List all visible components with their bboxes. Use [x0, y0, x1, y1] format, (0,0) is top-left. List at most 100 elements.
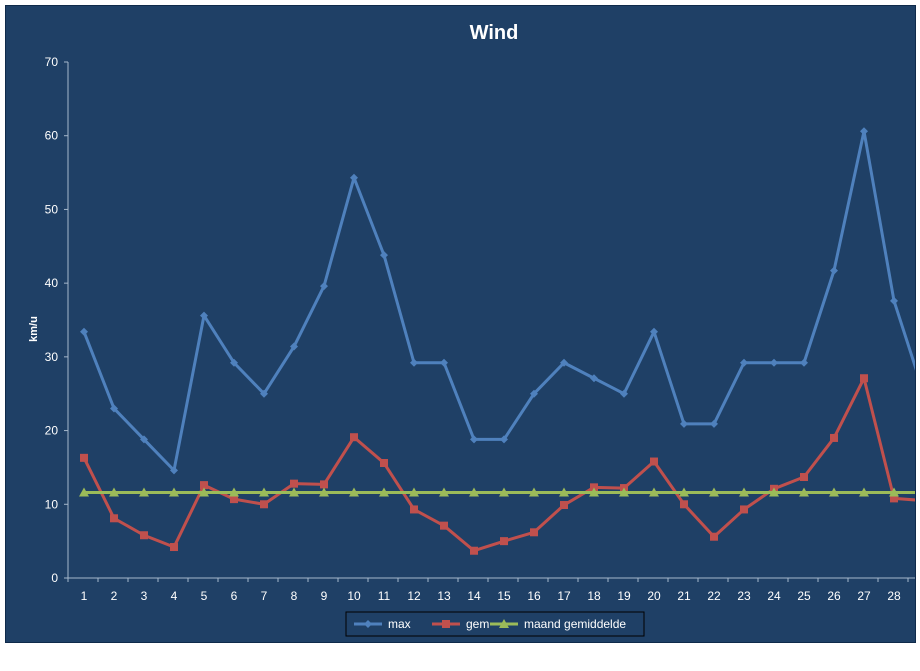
data-point: [470, 435, 478, 444]
series-max: [80, 127, 915, 475]
y-tick-label: 60: [45, 129, 59, 143]
data-point: [410, 358, 418, 367]
data-point: [350, 173, 358, 182]
series-layer: [79, 127, 915, 555]
data-point: [439, 487, 449, 497]
data-point: [799, 487, 809, 497]
data-point: [829, 487, 839, 497]
data-point: [139, 487, 149, 497]
data-point: [290, 342, 298, 351]
data-point: [589, 487, 599, 497]
data-point: [650, 457, 658, 466]
data-point: [590, 374, 598, 383]
x-tick-label: 18: [587, 589, 601, 603]
data-point: [620, 389, 628, 398]
x-tick-label: 24: [767, 589, 781, 603]
data-point: [590, 483, 598, 492]
y-axis-label: km/u: [28, 316, 40, 342]
data-point: [349, 487, 359, 497]
x-tick-label: 15: [497, 589, 511, 603]
data-point: [680, 419, 688, 428]
y-tick-label: 20: [45, 424, 59, 438]
data-point: [140, 531, 148, 540]
data-point: [350, 433, 358, 442]
data-point: [740, 358, 748, 367]
x-tick-label: 26: [827, 589, 841, 603]
data-point: [889, 487, 899, 497]
legend-item: max: [354, 617, 411, 631]
data-point: [530, 389, 538, 398]
data-point: [140, 435, 148, 444]
data-point: [199, 487, 209, 497]
data-point: [649, 487, 659, 497]
series-line: [82, 376, 915, 553]
data-point: [860, 374, 868, 383]
x-tick-label: 9: [321, 589, 328, 603]
series-line: [82, 129, 915, 472]
legend-item: maand gemiddelde: [490, 617, 626, 631]
data-point: [319, 487, 329, 497]
data-point: [230, 495, 238, 504]
data-point: [740, 505, 748, 514]
data-point: [229, 487, 239, 497]
data-point: [469, 487, 479, 497]
x-tick-label: 1: [81, 589, 88, 603]
data-point: [769, 487, 779, 497]
x-tick-label: 13: [437, 589, 451, 603]
data-point: [800, 473, 808, 482]
data-point: [440, 358, 448, 367]
data-point: [529, 487, 539, 497]
y-tick-label: 10: [45, 497, 59, 511]
x-tick-label: 14: [467, 589, 481, 603]
x-tick-label: 2: [111, 589, 118, 603]
x-tick-label: 10: [347, 589, 361, 603]
data-point: [500, 537, 508, 546]
y-tick-label: 70: [45, 55, 59, 69]
data-point: [770, 358, 778, 367]
legend-box: [345, 611, 645, 637]
data-point: [200, 481, 208, 490]
data-point: [109, 487, 119, 497]
data-point: [830, 266, 838, 275]
data-point: [410, 505, 418, 514]
data-point: [650, 327, 658, 336]
chart-title: Wind: [470, 22, 519, 44]
data-point: [710, 532, 718, 541]
data-point: [80, 453, 88, 462]
data-point: [200, 311, 208, 320]
legend-marker: [499, 619, 509, 628]
data-point: [709, 487, 719, 497]
y-tick-label: 30: [45, 350, 59, 364]
y-tick-label: 40: [45, 276, 59, 290]
x-tick-label: 21: [677, 589, 691, 603]
data-point: [259, 487, 269, 497]
data-point: [710, 419, 718, 428]
data-point: [170, 466, 178, 475]
x-tick-label: 19: [617, 589, 631, 603]
data-point: [530, 528, 538, 537]
x-tick-label: 27: [857, 589, 871, 603]
x-tick-label: 16: [527, 589, 541, 603]
legend-label: maand gemiddelde: [524, 617, 626, 631]
data-point: [80, 327, 88, 336]
data-point: [560, 501, 568, 510]
x-tick-label: 25: [797, 589, 811, 603]
data-point: [230, 358, 238, 367]
legend: max gem maand gemiddelde: [345, 611, 645, 637]
data-point: [830, 433, 838, 442]
x-tick-label: 22: [707, 589, 721, 603]
x-tick-label: 5: [201, 589, 208, 603]
x-tick-label: 12: [407, 589, 421, 603]
data-point: [260, 389, 268, 398]
x-tick-label: 3: [141, 589, 148, 603]
series-maand-gemiddelde: [79, 487, 915, 497]
y-tick-label: 50: [45, 202, 59, 216]
data-point: [500, 435, 508, 444]
x-tick-label: 7: [261, 589, 268, 603]
x-tick-label: 6: [231, 589, 238, 603]
data-point: [380, 459, 388, 468]
x-tick-label: 4: [171, 589, 178, 603]
legend-label: gem: [466, 617, 489, 631]
